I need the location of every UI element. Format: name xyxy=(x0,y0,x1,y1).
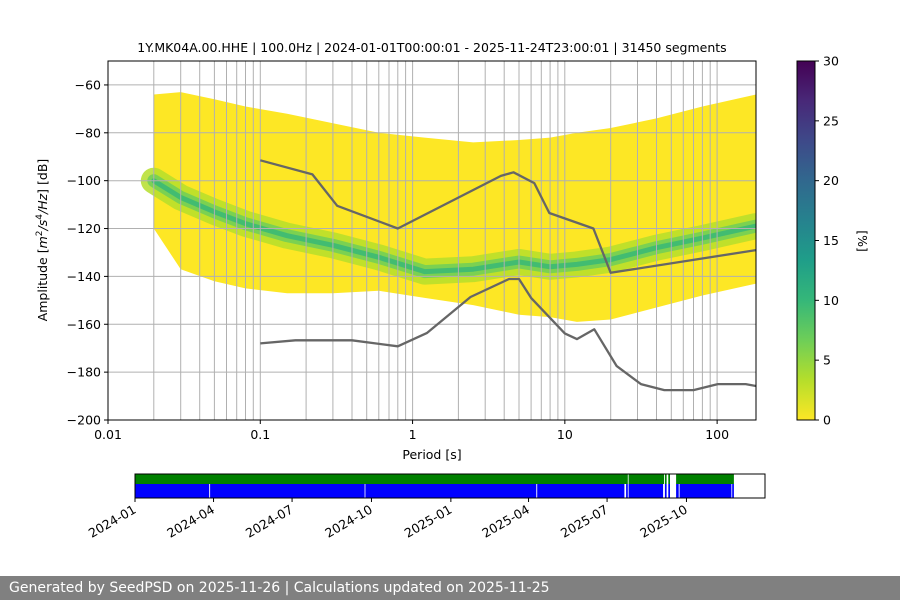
chart-title: 1Y.MK04A.00.HHE | 100.0Hz | 2024-01-01T0… xyxy=(137,40,726,55)
availability-tick-label: 2024-01 xyxy=(86,502,139,541)
availability-bar-top xyxy=(676,474,734,484)
availability-tick-label: 2024-10 xyxy=(322,502,375,541)
y-axis-label: Amplitude [m2/s4/Hz] [dB] xyxy=(35,159,50,322)
colorbar-tick-label: 5 xyxy=(823,353,831,368)
colorbar-tick-label: 0 xyxy=(823,413,831,428)
y-tick-label: −100 xyxy=(67,173,101,188)
availability-time-axis: 2024-01 2024-04 2024-07 2024-10 2025-01 2025-… xyxy=(86,498,690,541)
availability-bar-bottom xyxy=(365,484,537,498)
availability-bar-bottom xyxy=(626,484,628,498)
availability-bar-bottom xyxy=(628,484,664,498)
availability-tick-label: 2025-04 xyxy=(479,502,532,541)
data-availability-timeline xyxy=(135,474,734,498)
x-tick-label: 1 xyxy=(409,427,417,442)
availability-bar-top xyxy=(628,474,664,484)
series-line-nhnm xyxy=(259,159,756,274)
y-axis: −60 −80 −100 −120 −140 −160 −180 −200 xyxy=(67,77,108,428)
density-mode xyxy=(151,178,756,275)
availability-tick-label: 2025-07 xyxy=(558,502,611,541)
availability-bar-top xyxy=(135,474,628,484)
availability-bar-bottom xyxy=(679,484,732,498)
y-tick-label: −160 xyxy=(67,317,101,332)
colorbar-tick-label: 20 xyxy=(823,173,839,188)
density-envelope xyxy=(153,92,756,322)
availability-tick-label: 2024-04 xyxy=(164,502,217,541)
plot-frame xyxy=(107,60,757,421)
psd-density-heatmap xyxy=(140,92,756,322)
colorbar-tick-label: 10 xyxy=(823,293,839,308)
x-tick-label: 10 xyxy=(557,427,573,442)
colorbar-tick-label: 30 xyxy=(823,54,839,69)
y-tick-label: −80 xyxy=(75,125,101,140)
availability-bar-bottom xyxy=(210,484,365,498)
y-tick-label: −140 xyxy=(67,269,101,284)
series-line-nlnm xyxy=(260,277,756,392)
x-axis: 0.01 0.1 1 10 100 xyxy=(94,420,729,442)
colorbar xyxy=(796,60,816,421)
availability-bar-bottom xyxy=(732,484,734,498)
availability-bar-bottom xyxy=(668,484,670,498)
y-tick-label: −60 xyxy=(75,77,101,92)
x-tick-label: 0.1 xyxy=(250,427,270,442)
availability-tick-label: 2024-07 xyxy=(243,502,296,541)
colorbar-label: [%] xyxy=(855,230,870,252)
availability-bar-bottom xyxy=(135,484,210,498)
x-axis-label: Period [s] xyxy=(402,447,461,462)
availability-tick-label: 2025-10 xyxy=(637,502,690,541)
y-tick-label: −120 xyxy=(67,221,101,236)
colorbar-tick-label: 25 xyxy=(823,113,839,128)
noise-model-lines xyxy=(259,159,756,392)
footer-banner: Generated by SeedPSD on 2025-11-26 | Cal… xyxy=(0,576,900,600)
availability-bar-bottom xyxy=(676,484,679,498)
availability-bar-bottom xyxy=(664,484,667,498)
colorbar-ticks: 0 5 10 15 20 25 30 xyxy=(815,54,839,428)
availability-tick-label: 2025-01 xyxy=(402,502,455,541)
y-tick-label: −200 xyxy=(67,413,101,428)
x-tick-label: 100 xyxy=(705,427,729,442)
availability-bar-top xyxy=(664,474,667,484)
y-tick-label: −180 xyxy=(67,365,101,380)
availability-frame xyxy=(134,473,766,499)
availability-bar-top xyxy=(668,474,670,484)
grid-lines xyxy=(108,61,756,420)
x-tick-label: 0.01 xyxy=(94,427,122,442)
availability-bar-bottom xyxy=(537,484,625,498)
colorbar-tick-label: 15 xyxy=(823,233,839,248)
